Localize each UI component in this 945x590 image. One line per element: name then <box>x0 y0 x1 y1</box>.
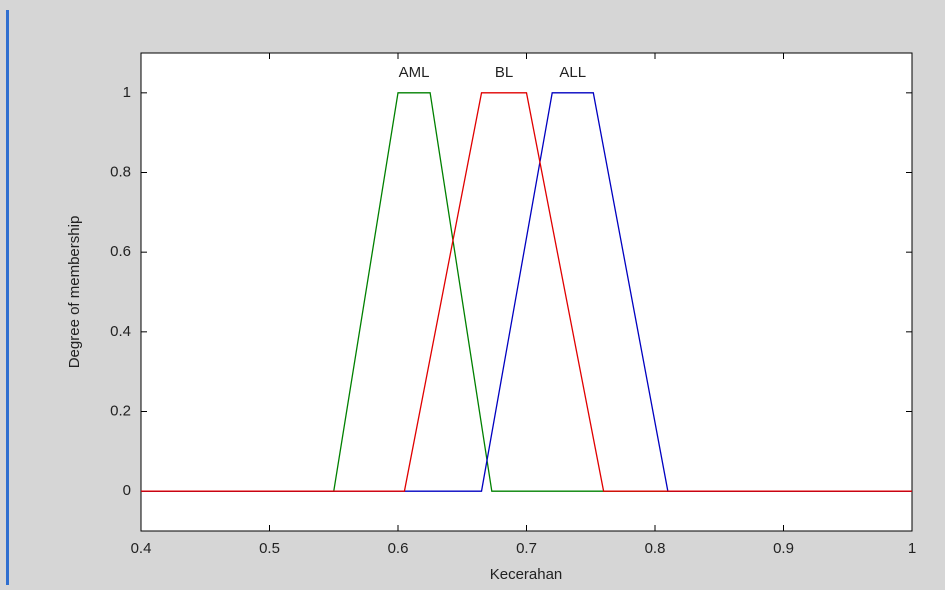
x-tick-label: 0.6 <box>388 540 409 557</box>
x-tick-label: 0.8 <box>645 540 666 557</box>
x-tick-label: 1 <box>908 540 916 557</box>
x-tick-label: 0.7 <box>516 540 537 557</box>
x-axis-label: Kecerahan <box>490 566 563 583</box>
x-tick-label: 0.9 <box>773 540 794 557</box>
side-bar <box>6 10 9 585</box>
x-tick-label: 0.5 <box>259 540 280 557</box>
y-axis-label: Degree of membership <box>66 216 83 369</box>
y-tick-label: 0.6 <box>110 243 131 260</box>
membership-line <box>141 92 912 492</box>
y-tick-label: 0.4 <box>110 323 131 340</box>
y-tick-label: 0.2 <box>110 402 131 419</box>
series-label: ALL <box>559 64 586 81</box>
y-tick-label: 1 <box>123 84 131 101</box>
series-label: AML <box>399 64 430 81</box>
x-tick-label: 0.4 <box>131 540 152 557</box>
series-label: BL <box>495 64 513 81</box>
y-tick-label: 0 <box>123 482 131 499</box>
y-tick-label: 0.8 <box>110 163 131 180</box>
plot-area <box>140 52 913 532</box>
